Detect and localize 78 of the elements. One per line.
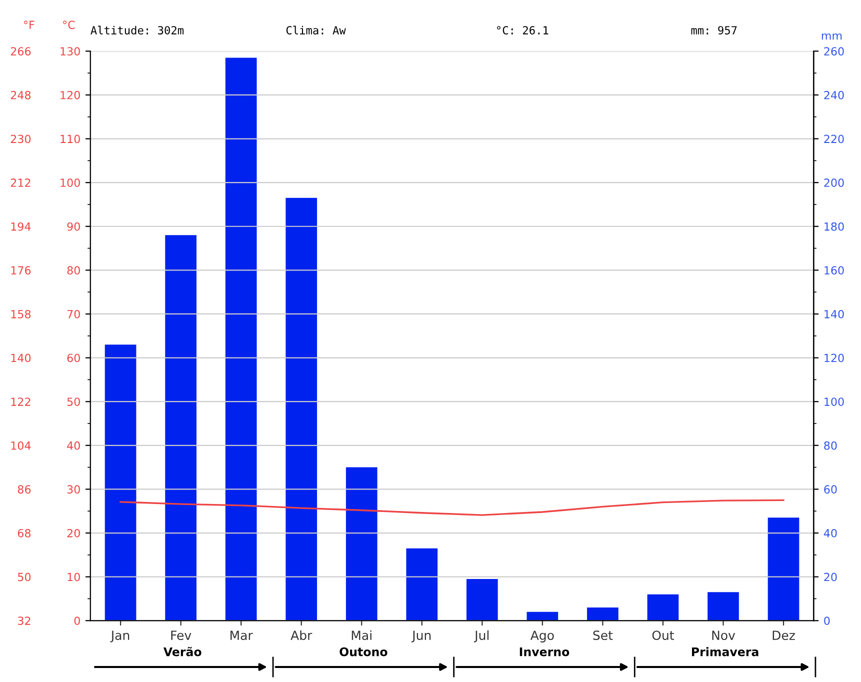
y-tick-label: 120 bbox=[60, 90, 80, 100]
y-tick-label: 110 bbox=[60, 134, 80, 144]
y-tick-label: 50 bbox=[67, 398, 80, 406]
text: Clima: Aw bbox=[286, 26, 346, 34]
bar bbox=[346, 467, 378, 621]
x-tick-label: Jun bbox=[411, 630, 431, 642]
x-tick-label: Jul bbox=[474, 630, 489, 642]
y2-tick-label: 160 bbox=[824, 266, 844, 275]
y-tick-label: 30 bbox=[67, 485, 80, 494]
y-tick-label: 0 bbox=[74, 616, 80, 625]
y3-tick-label: 248 bbox=[10, 90, 31, 100]
line-series bbox=[120, 499, 784, 516]
text: mm: 957 bbox=[691, 26, 737, 34]
x-tick-label: Abr bbox=[290, 630, 312, 640]
y3-tick-label: 32 bbox=[18, 616, 30, 625]
bar bbox=[708, 592, 739, 621]
bar bbox=[225, 58, 257, 621]
y3-axis-title: °F bbox=[24, 20, 34, 29]
text: °C: 26.1 bbox=[497, 26, 548, 34]
y2-tick-label: 220 bbox=[824, 134, 844, 144]
y3-tick-label: 158 bbox=[11, 310, 31, 318]
bar bbox=[286, 198, 318, 621]
y2-tick-label: 40 bbox=[824, 528, 837, 538]
bar bbox=[104, 344, 136, 621]
y-tick-label: 40 bbox=[67, 441, 80, 450]
y-tick-label: 10 bbox=[68, 572, 80, 582]
x-tick-label: Ago bbox=[530, 630, 554, 642]
y-axis-title: °C bbox=[63, 20, 75, 30]
y3-tick-label: 86 bbox=[18, 485, 31, 494]
bar bbox=[768, 518, 800, 621]
text: Altitude: 302m bbox=[90, 26, 184, 34]
bar bbox=[165, 235, 196, 621]
x-tick-label: Fev bbox=[171, 630, 192, 640]
y3-tick-label: 50 bbox=[18, 572, 31, 582]
bar bbox=[466, 579, 498, 621]
text: Inverno bbox=[520, 647, 570, 656]
y2-tick-label: 120 bbox=[824, 354, 844, 362]
y3-tick-label: 104 bbox=[11, 441, 31, 450]
y2-tick-label: 0 bbox=[824, 616, 830, 625]
y3-tick-label: 194 bbox=[11, 222, 31, 231]
x-tick-label: Dez bbox=[772, 630, 795, 640]
y3-tick-label: 68 bbox=[18, 528, 31, 538]
y-tick-label: 130 bbox=[60, 47, 80, 56]
y2-tick-label: 60 bbox=[824, 485, 837, 494]
bar bbox=[647, 594, 679, 621]
y3-tick-label: 212 bbox=[10, 178, 30, 187]
y3-tick-label: 176 bbox=[11, 266, 31, 275]
x-tick-label: Out bbox=[652, 630, 674, 640]
y-tick-label: 20 bbox=[67, 528, 80, 538]
y-tick-label: 90 bbox=[67, 222, 80, 231]
y-tick-label: 100 bbox=[60, 178, 80, 187]
y2-tick-label: 80 bbox=[824, 441, 837, 450]
y2-tick-label: 100 bbox=[824, 398, 844, 406]
y3-tick-label: 266 bbox=[10, 47, 31, 56]
x-tick-label: Set bbox=[593, 630, 613, 640]
bar bbox=[526, 612, 558, 621]
y3-tick-label: 230 bbox=[10, 134, 31, 144]
y-tick-label: 60 bbox=[67, 354, 80, 362]
y2-tick-label: 140 bbox=[824, 310, 844, 318]
y2-tick-label: 200 bbox=[824, 178, 844, 187]
y2-tick-label: 260 bbox=[824, 47, 844, 56]
x-tick-label: Mar bbox=[230, 630, 253, 640]
y3-tick-label: 140 bbox=[11, 354, 31, 362]
y-tick-label: 70 bbox=[67, 310, 80, 318]
y-tick-label: 80 bbox=[67, 266, 80, 275]
text: Outono bbox=[340, 647, 388, 656]
bar bbox=[406, 548, 438, 621]
x-tick-label: Mai bbox=[352, 630, 372, 640]
x-tick-label: Jan bbox=[110, 630, 130, 642]
y2-tick-label: 240 bbox=[824, 90, 844, 100]
bar bbox=[587, 607, 618, 621]
text: Primavera bbox=[692, 647, 758, 656]
text: Verão bbox=[163, 646, 202, 656]
x-tick-label: Nov bbox=[712, 630, 736, 640]
y3-tick-label: 122 bbox=[11, 398, 30, 406]
y2-axis-title: mm bbox=[822, 33, 842, 40]
y2-tick-label: 180 bbox=[824, 222, 844, 231]
y2-tick-label: 20 bbox=[824, 572, 837, 582]
